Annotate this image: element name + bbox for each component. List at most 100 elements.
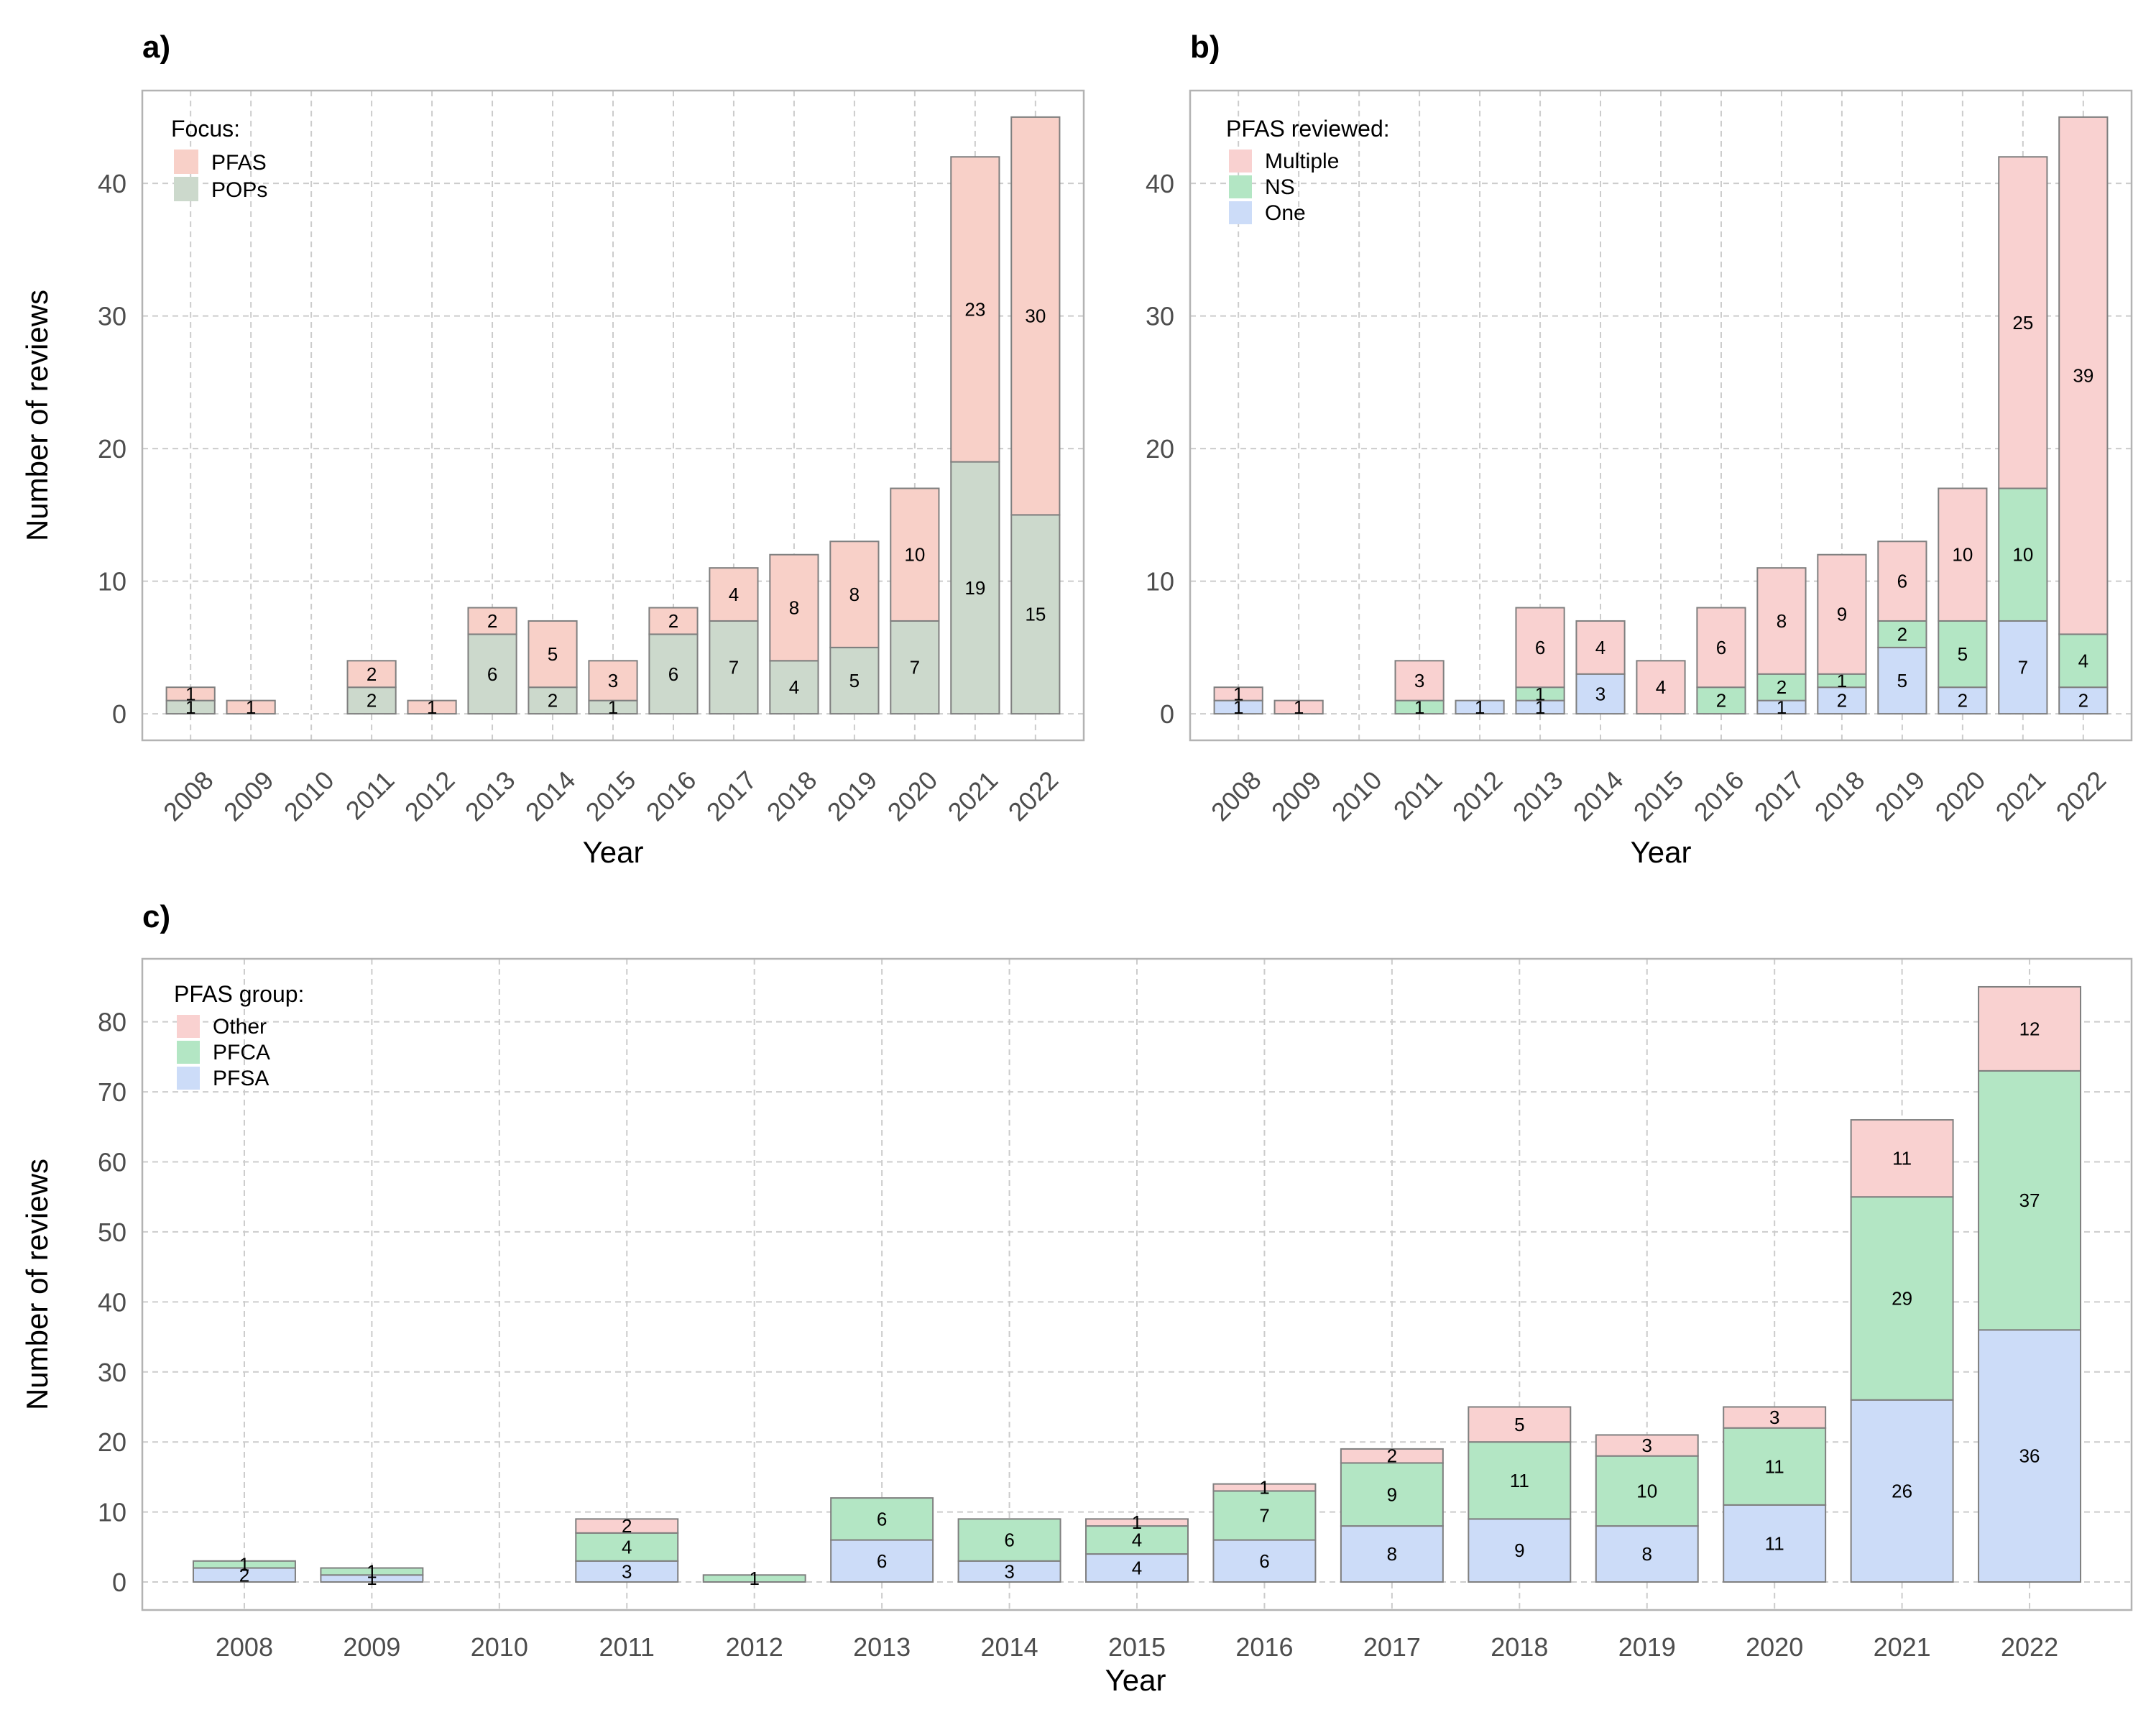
bar-label-multiple-2009: 1 xyxy=(1294,696,1304,718)
bar-label-one-2019: 5 xyxy=(1897,670,1907,691)
x-tick-label: 2018 xyxy=(1491,1632,1548,1662)
bar-label-pfas-2014: 5 xyxy=(548,643,558,665)
y-tick-label: 20 xyxy=(98,434,126,464)
bar-multiple-2018 xyxy=(1817,553,1867,675)
bar-pfca-2020 xyxy=(1723,1427,1827,1506)
x-tick-label: 2011 xyxy=(1388,765,1448,825)
legend-title: PFAS reviewed: xyxy=(1226,116,1390,142)
legend-title: Focus: xyxy=(171,116,240,142)
x-tick-label: 2010 xyxy=(1326,765,1388,827)
bar-pfsa-2018 xyxy=(1468,1518,1572,1583)
bar-label-ns-2011: 1 xyxy=(1414,696,1424,718)
x-tick-label: 2016 xyxy=(1235,1632,1293,1662)
bar-pfsa-2013 xyxy=(830,1539,934,1583)
bar-label-multiple-2013: 6 xyxy=(1535,637,1545,658)
x-axis-title: Year xyxy=(583,835,644,869)
x-tick-label: 2021 xyxy=(942,765,1004,827)
bar-pfsa-2015 xyxy=(1085,1553,1189,1583)
bar-label-pops-2021: 19 xyxy=(964,577,985,599)
bar-pfca-2008 xyxy=(192,1560,296,1569)
bar-label-pfca-2021: 29 xyxy=(1892,1287,1912,1309)
bar-label-multiple-2014: 4 xyxy=(1595,637,1606,658)
bar-pops-2021 xyxy=(950,461,1000,715)
bar-one-2012 xyxy=(1455,699,1505,715)
y-tick-label: 80 xyxy=(98,1008,126,1037)
bar-pfas-2009 xyxy=(226,699,276,715)
x-tick-label: 2011 xyxy=(599,1632,655,1662)
bar-multiple-2014 xyxy=(1575,620,1626,675)
bar-label-pops-2016: 6 xyxy=(668,663,678,685)
bar-label-ns-2013: 1 xyxy=(1535,683,1545,704)
bar-pfca-2016 xyxy=(1212,1490,1317,1541)
bar-pfas-2018 xyxy=(769,553,819,662)
bar-other-2018 xyxy=(1468,1406,1572,1443)
bar-label-one-2008: 1 xyxy=(1233,696,1243,718)
bar-label-pfas-2018: 8 xyxy=(789,597,799,619)
x-tick-label: 2013 xyxy=(459,765,521,827)
bar-label-multiple-2018: 9 xyxy=(1837,604,1847,625)
bar-label-other-2016: 1 xyxy=(1259,1477,1269,1499)
x-tick-label: 2021 xyxy=(1874,1632,1931,1662)
bar-pfas-2013 xyxy=(467,607,517,635)
bar-label-pfas-2009: 1 xyxy=(246,696,256,718)
bar-label-pops-2020: 7 xyxy=(910,657,920,678)
bar-multiple-2008 xyxy=(1213,686,1263,702)
bar-label-multiple-2017: 8 xyxy=(1777,610,1787,632)
bar-label-pops-2013: 6 xyxy=(487,663,497,685)
bar-pfca-2015 xyxy=(1085,1525,1189,1555)
bar-label-pops-2018: 4 xyxy=(789,676,799,698)
bar-label-other-2021: 11 xyxy=(1892,1148,1912,1169)
bar-label-pfas-2021: 23 xyxy=(964,298,985,320)
bar-label-pfas-2015: 3 xyxy=(608,670,618,691)
x-tick-label: 2009 xyxy=(218,765,280,827)
bar-pfas-2015 xyxy=(588,660,638,702)
bar-label-pfsa-2017: 8 xyxy=(1387,1543,1397,1565)
bar-pfas-2020 xyxy=(890,487,940,622)
x-tick-label: 2013 xyxy=(853,1632,911,1662)
x-tick-label: 2014 xyxy=(520,765,581,827)
bar-pfas-2016 xyxy=(648,607,699,635)
x-tick-label: 2019 xyxy=(1869,765,1931,827)
bar-multiple-2019 xyxy=(1877,540,1927,622)
bar-multiple-2020 xyxy=(1938,487,1988,622)
bar-label-pfca-2009: 1 xyxy=(367,1560,377,1582)
bar-pfsa-2014 xyxy=(957,1560,1061,1583)
bar-label-ns-2019: 2 xyxy=(1897,623,1907,645)
bar-label-multiple-2015: 4 xyxy=(1656,676,1666,698)
bar-label-pfca-2016: 7 xyxy=(1259,1504,1269,1526)
bar-label-pfas-2013: 2 xyxy=(487,610,497,632)
x-tick-label: 2008 xyxy=(1205,765,1267,827)
bar-ns-2022 xyxy=(2058,633,2109,689)
bar-label-other-2020: 3 xyxy=(1769,1407,1779,1428)
x-tick-label: 2017 xyxy=(1749,765,1810,827)
bar-label-one-2022: 2 xyxy=(2078,690,2088,712)
bar-label-pfsa-2021: 26 xyxy=(1892,1480,1912,1501)
y-tick-label: 20 xyxy=(1146,434,1174,464)
y-tick-label: 40 xyxy=(1146,169,1174,198)
panel-label-b: b) xyxy=(1190,29,1220,65)
bar-pops-2014 xyxy=(528,686,578,715)
bar-label-one-2014: 3 xyxy=(1595,683,1606,704)
bar-one-2019 xyxy=(1877,646,1927,715)
bar-label-multiple-2016: 6 xyxy=(1716,637,1726,658)
bar-label-pfsa-2013: 6 xyxy=(877,1550,887,1572)
legend-label-one: One xyxy=(1265,201,1306,225)
y-tick-label: 10 xyxy=(98,567,126,597)
x-tick-label: 2021 xyxy=(1990,765,2052,827)
bar-label-other-2018: 5 xyxy=(1514,1414,1524,1435)
bar-pfca-2011 xyxy=(575,1532,679,1562)
y-tick-label: 0 xyxy=(112,699,126,729)
bar-label-pfsa-2011: 3 xyxy=(622,1560,632,1582)
bar-pfas-2011 xyxy=(346,660,397,689)
bar-pfca-2018 xyxy=(1468,1441,1572,1520)
y-tick-label: 40 xyxy=(98,1287,126,1317)
bar-label-one-2017: 1 xyxy=(1777,696,1787,718)
x-tick-label: 2010 xyxy=(471,1632,528,1662)
y-tick-label: 70 xyxy=(98,1077,126,1107)
bar-label-pfsa-2020: 11 xyxy=(1765,1532,1784,1554)
bar-label-pfas-2008: 1 xyxy=(185,683,195,704)
bar-label-pfca-2017: 9 xyxy=(1387,1484,1397,1505)
bar-multiple-2022 xyxy=(2058,116,2109,635)
bar-label-pfca-2008: 1 xyxy=(239,1554,249,1576)
